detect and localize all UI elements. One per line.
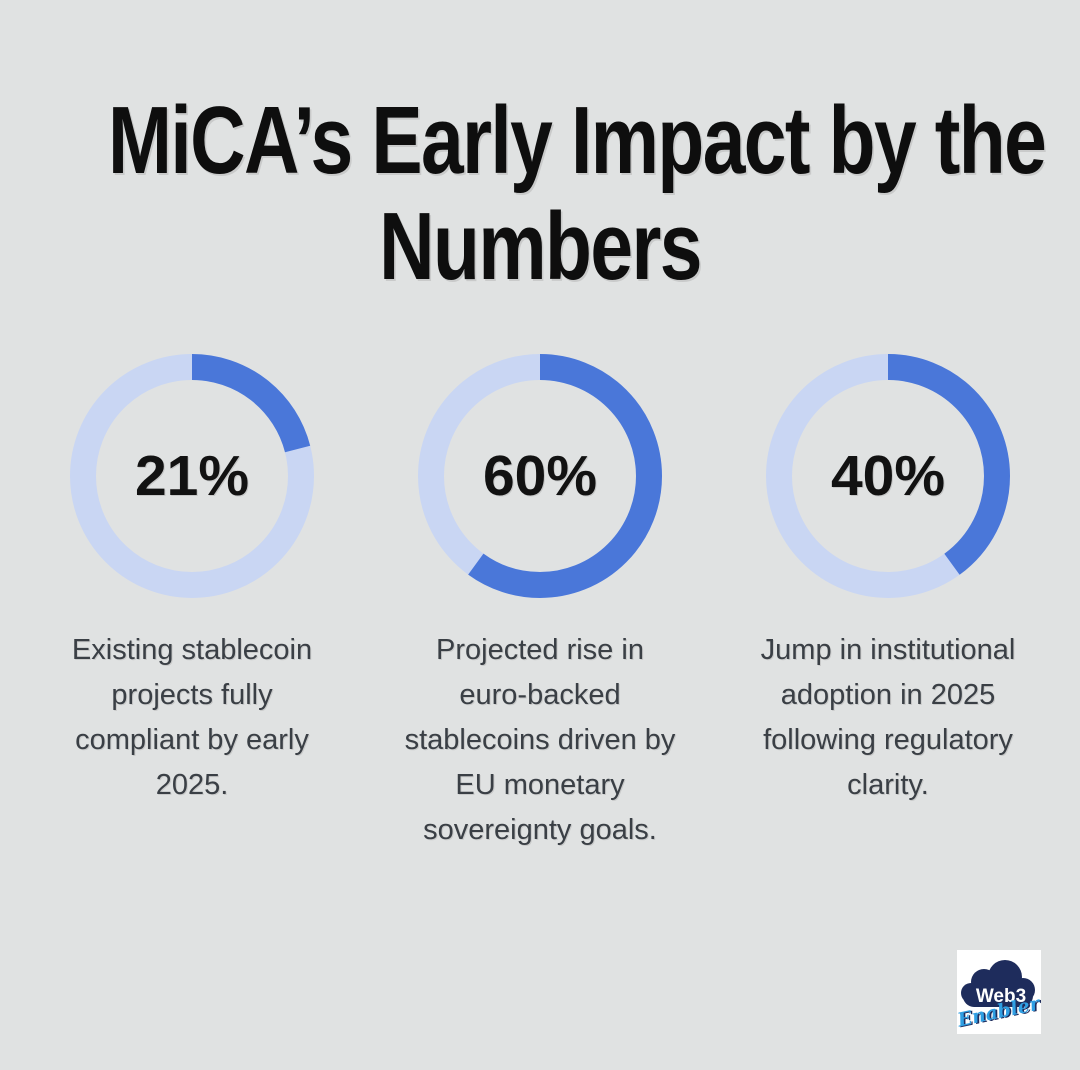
donut-value-label: 21% [134,444,250,508]
donut-chart-40: 40% [766,354,1010,598]
caption-line: compliant by early [75,724,309,756]
caption-line: Projected rise in [436,634,644,666]
web3-enabler-logo: Web3 Enabler Enabler [957,950,1041,1034]
caption-line: EU monetary [455,769,625,801]
donut-chart-60: 60% [418,354,662,598]
donut-value-label: 40% [830,444,946,508]
caption-line: euro-backed [459,679,621,711]
donut-ring-icon [766,354,1010,598]
caption-line: projects fully [111,679,273,711]
page-title: MiCA’s Early Impact by the Numbers [0,0,1080,300]
stat-column-compliance: 21% Existing stablecoin projects fully c… [18,354,366,853]
caption-line: sovereignty goals. [423,814,657,846]
caption-line: stablecoins driven by [404,724,676,756]
logo-primary-text: Web3 [976,986,1026,1007]
page-title-line-1: MiCA’s Early Impact by the [108,87,1047,194]
page-title-line-2: Numbers [379,193,702,300]
stat-caption: Existing stablecoin projects fully compl… [72,628,312,808]
caption-line: clarity. [847,769,929,801]
donut-value-label: 60% [482,444,598,508]
caption-line: Jump in institutional [760,634,1016,666]
stat-caption: Projected rise in euro-backed stablecoin… [405,628,676,853]
caption-line: 2025. [155,769,229,801]
cloud-icon [961,960,1035,1007]
stat-column-institutional-adoption: 40% Jump in institutional adoption in 20… [714,354,1062,853]
donut-ring-icon [418,354,662,598]
cloud-logo-icon: Web3 Enabler Enabler [957,960,1041,1032]
caption-line: adoption in 2025 [780,679,996,711]
stat-caption: Jump in institutional adoption in 2025 f… [761,628,1016,808]
stat-column-euro-stablecoins: 60% Projected rise in euro-backed stable… [366,354,714,853]
caption-line: Existing stablecoin [71,634,313,666]
caption-line: following regulatory [763,724,1013,756]
donut-chart-21: 21% [70,354,314,598]
donut-ring-icon [70,354,314,598]
donut-charts-row: 21% Existing stablecoin projects fully c… [0,354,1080,853]
